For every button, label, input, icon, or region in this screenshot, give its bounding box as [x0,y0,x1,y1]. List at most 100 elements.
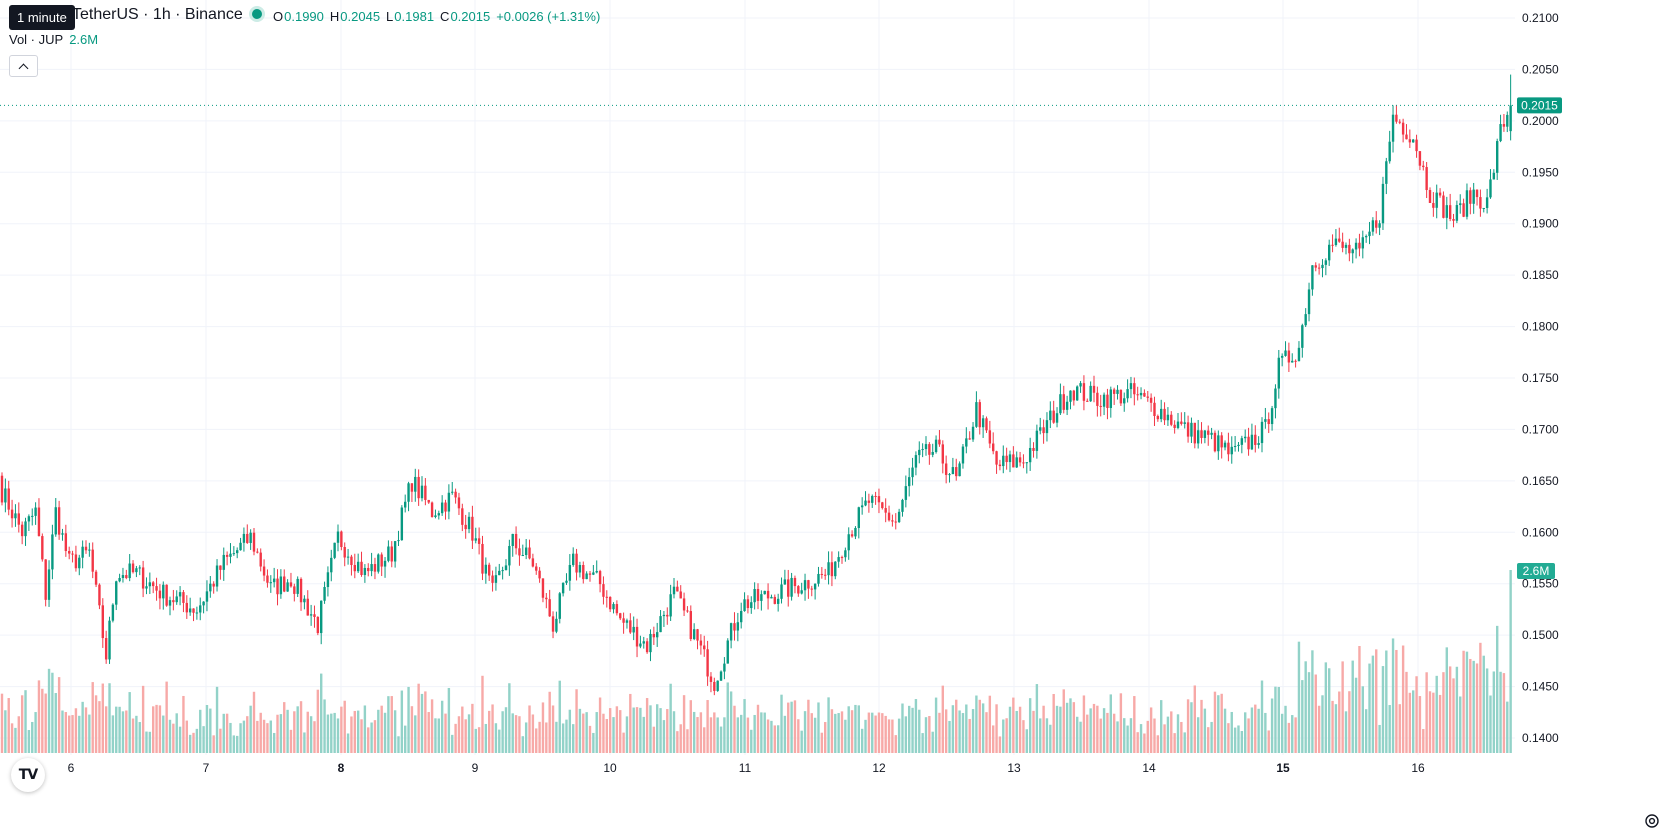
volume-bar [622,732,625,753]
volume-bar [1358,645,1361,753]
volume-bar [383,712,387,753]
volume-bar [679,724,682,753]
candle-body [1028,447,1032,463]
candle-body [128,563,131,579]
candle-body [54,507,57,535]
volume-bar [508,683,511,753]
volume-bar [629,693,632,753]
candle-body [162,584,165,599]
candle-body [1052,410,1055,423]
volume-bar [756,704,760,753]
gear-icon[interactable] [1643,812,1661,830]
time-axis[interactable]: 6 7 8 9 10 11 12 13 14 15 16 [68,761,1425,775]
volume-bar [1022,720,1025,753]
candle-body [1270,408,1274,425]
candle-body [514,533,518,549]
price-axis[interactable]: 0.2100 0.2050 0.2000 0.1950 0.1900 0.1850 0.18… [1522,11,1559,745]
volume-bar [827,697,830,753]
candle-body [1176,421,1180,428]
volume-bar [1018,706,1022,753]
volume-bar [1354,677,1358,753]
volume-bar [612,717,615,753]
candle-body [296,578,299,594]
volume-bar [363,705,367,753]
candle-body [1492,172,1496,180]
candle-body [810,588,813,590]
candle-body [538,570,541,579]
candle-body [91,549,94,572]
volume-bar [17,716,20,753]
candle-body [1069,390,1072,402]
price-tick-label: 0.1800 [1522,320,1559,334]
volume-bar [437,718,440,753]
candle-body [958,463,961,477]
volume-bar [1287,722,1291,753]
volume-bar [1328,668,1331,753]
candle-body [1274,388,1277,409]
volume-bar [501,711,504,753]
volume-bar [309,716,313,753]
volume-bar [511,713,514,753]
candle-body [222,554,225,570]
volume-bar [131,718,135,753]
volume-bar [1025,729,1028,753]
volume-bar [488,710,491,753]
candle-body [1072,390,1076,401]
volume-bar [367,727,370,753]
time-tick-label: 7 [203,761,210,775]
time-tick-label: 8 [338,761,345,775]
volume-bar [98,701,101,753]
candle-body [558,593,561,619]
volume-bar [1368,663,1371,753]
candle-body [457,497,461,509]
volume-bar [1401,645,1405,753]
volume-bar [1462,650,1465,753]
price-tick-label: 0.2000 [1522,114,1559,128]
candle-body [524,547,528,556]
volume-bar [908,705,911,753]
volume-bar [1052,693,1055,753]
volume-bar [71,715,74,753]
volume-bar [1442,672,1445,753]
symbol-title[interactable]: TetherUS · 1h · Binance [72,6,243,23]
volume-bar [645,698,649,753]
volume-bar [813,717,817,753]
volume-bar [494,723,498,753]
candle-body [1358,242,1361,249]
candle-body [229,553,232,557]
volume-bar [1257,708,1260,753]
volume-bar [336,718,340,753]
volume-bar [1055,705,1059,753]
candle-body [1294,360,1297,362]
tradingview-logo-icon[interactable]: TV [11,758,45,792]
candle-body [111,604,115,621]
candle-body [303,598,306,603]
candle-body [101,605,104,639]
candle-body [629,620,632,633]
volume-bar [283,702,286,753]
volume-bar [635,707,639,753]
volume-bar [1200,699,1203,753]
candle-body [561,582,565,594]
candle-body [1065,401,1069,410]
collapse-legend-button[interactable] [9,55,38,77]
candle-body [645,641,649,653]
candle-body [1422,165,1425,168]
candle-body [451,491,454,493]
volume-bar [68,715,71,753]
candle-body [24,521,27,537]
candle-body [692,629,696,640]
volume-bar [239,723,242,753]
market-status-dot[interactable] [252,9,262,19]
candle-body [1452,219,1455,221]
candle-body [461,508,464,525]
volume-bar [377,709,380,753]
volume-bar [121,711,125,753]
candle-body [14,513,17,519]
candle-body [1213,432,1217,452]
volume-bar [504,707,508,753]
candle-body [1432,202,1435,208]
volume-bar [595,712,598,753]
volume-bar [934,697,938,753]
